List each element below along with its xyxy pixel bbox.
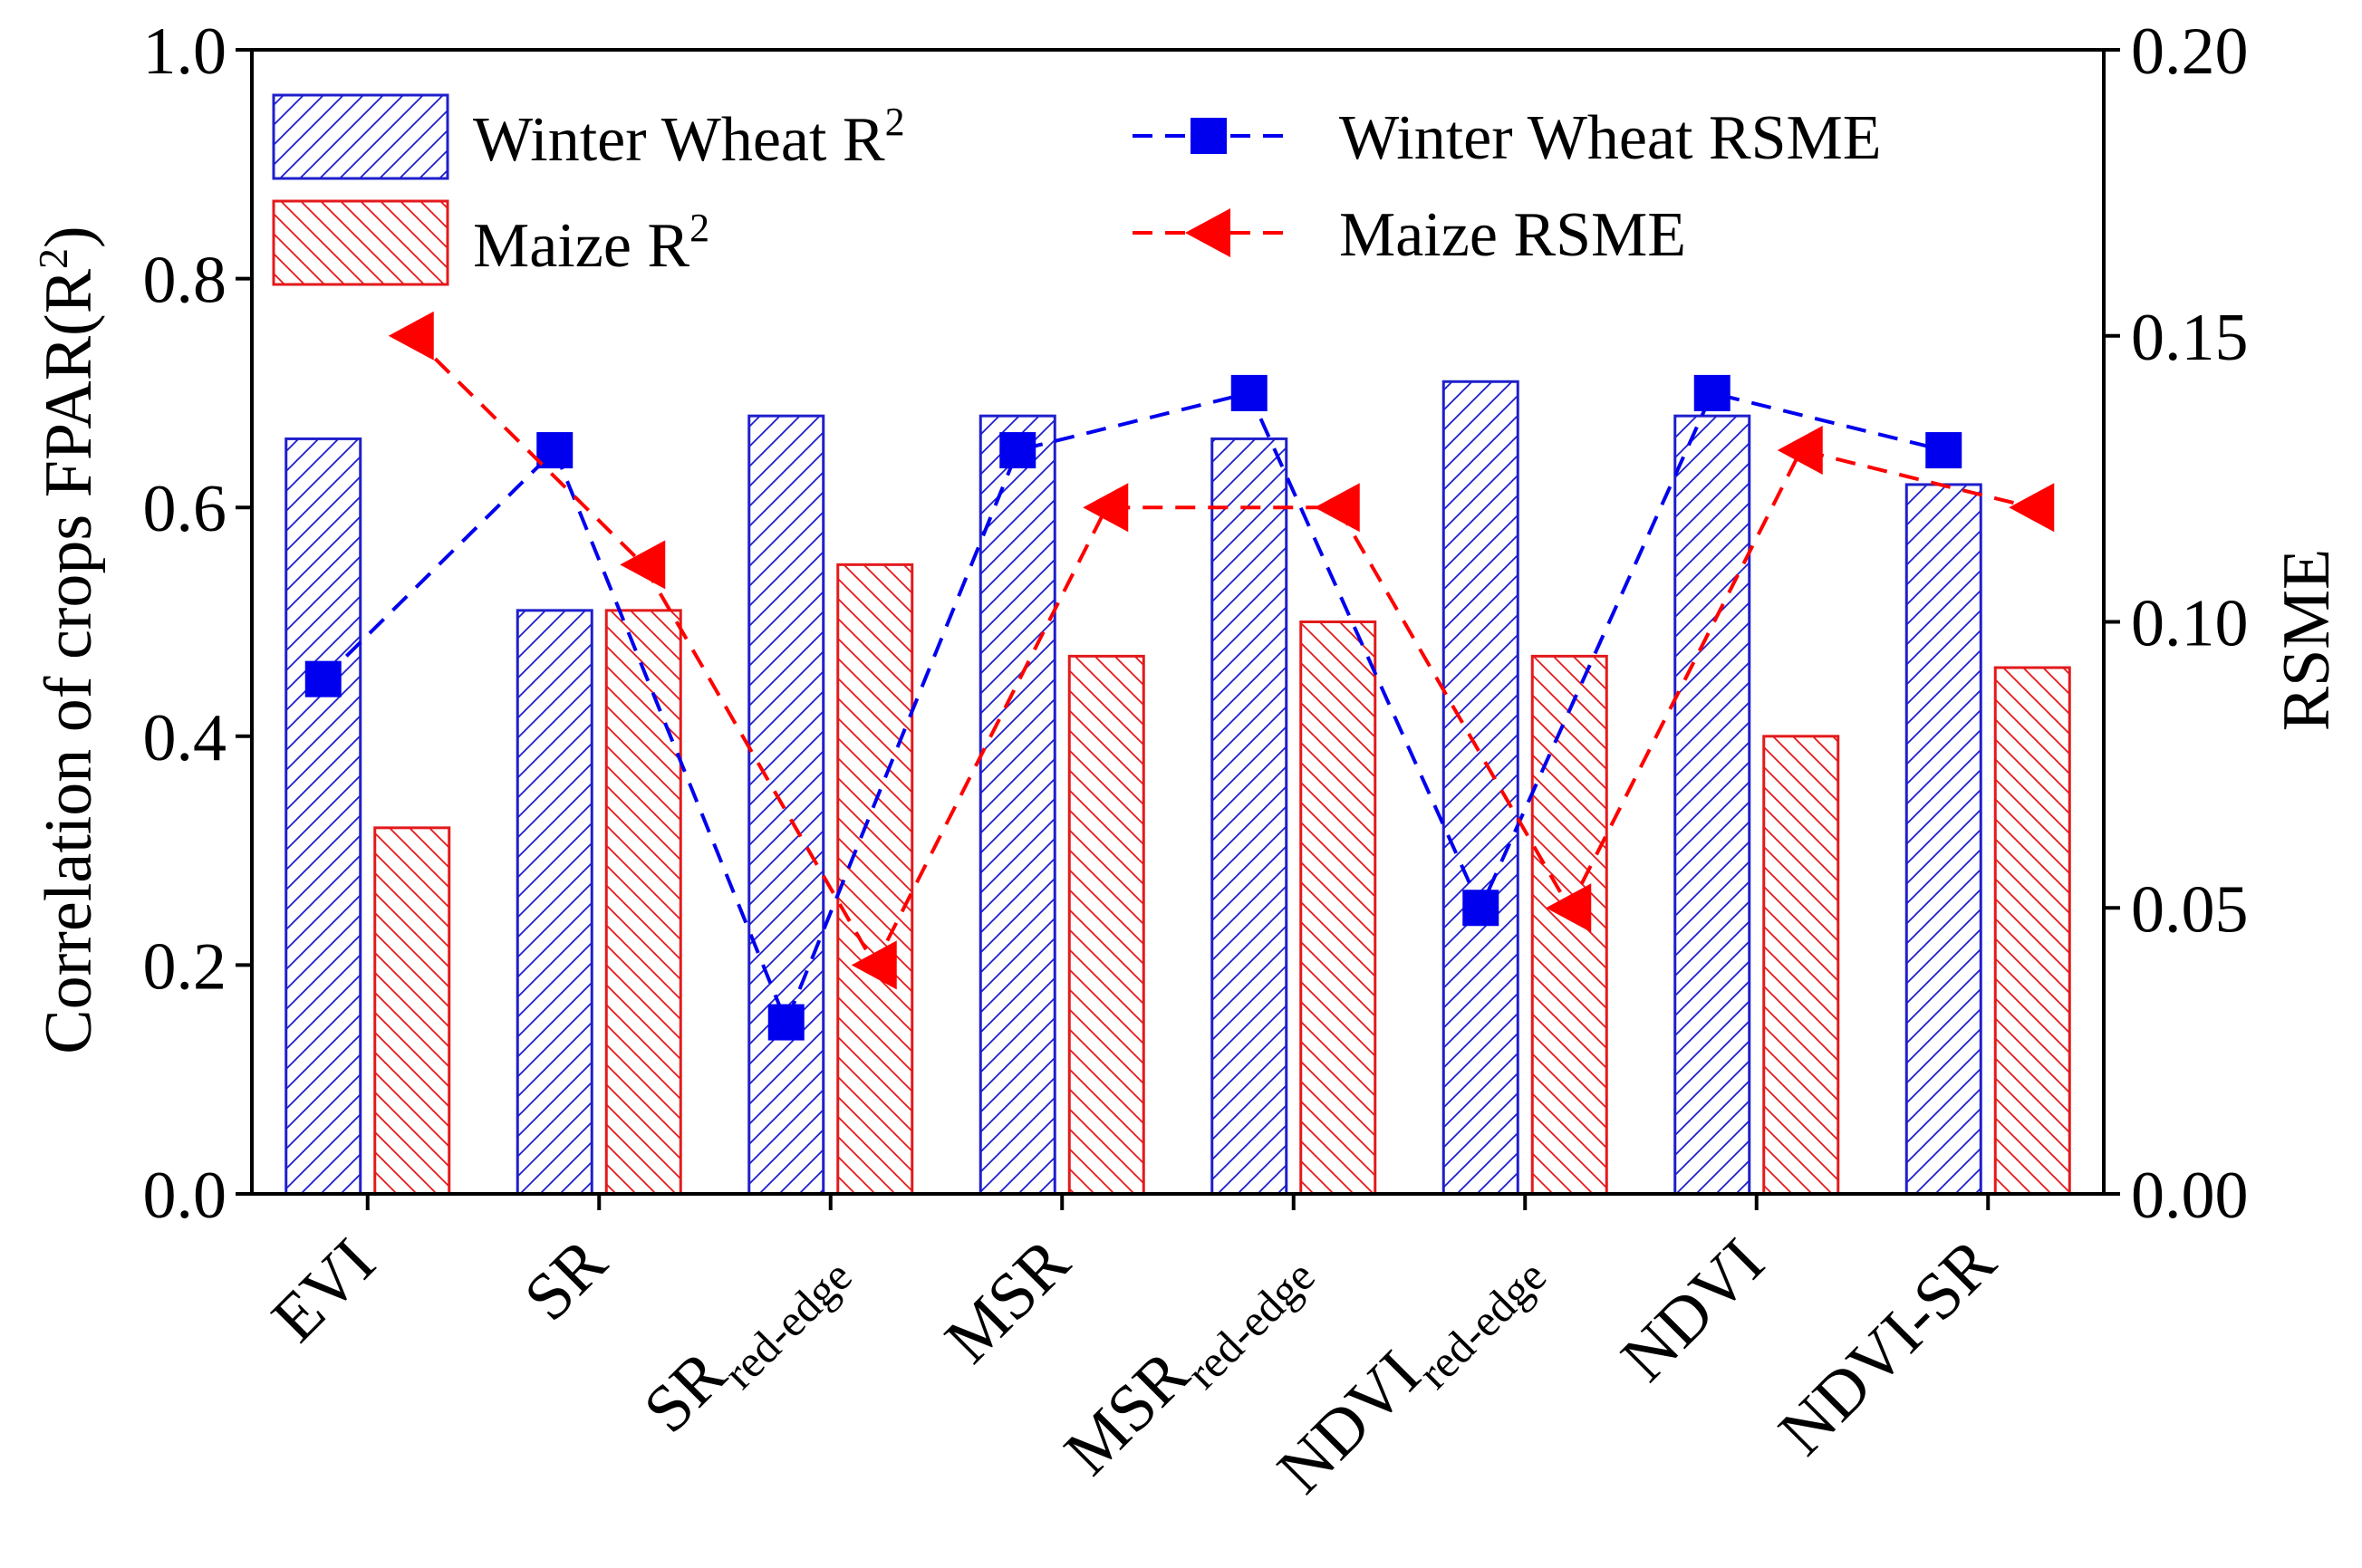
series-line-maize-rsme <box>410 334 2033 969</box>
bar-wheat-r2-4 <box>1210 437 1288 1196</box>
bar-maize-r2-5 <box>1530 654 1608 1196</box>
x-tick-label-7: NDVI-SR <box>1765 1225 2010 1470</box>
left-tick-label-5: 1.0 <box>143 14 227 89</box>
marker-maize-rsme-3 <box>1083 483 1129 533</box>
right-tick-label-3: 0.15 <box>2131 301 2249 375</box>
left-tick-label-3: 0.6 <box>143 472 227 546</box>
left-axis-title-text: Correlation of crops FPAR(R <box>32 268 106 1053</box>
legend-label-maize-rsme: Maize RSME <box>1339 200 1686 270</box>
x-tick-label-sub: red-edge <box>1176 1250 1324 1398</box>
x-tick-label-base: NDVI-SR <box>1765 1225 2010 1470</box>
legend-label-maize-r2-sup: 2 <box>689 206 709 250</box>
bar-maize-r2-4 <box>1299 620 1377 1196</box>
bar-maize-r2-6 <box>1762 735 1840 1196</box>
legend-label-wheat-r2: Winter Wheat R2 <box>473 100 905 175</box>
x-tick-label-sub: red-edge <box>713 1250 861 1398</box>
bar-maize-r2-2 <box>836 563 914 1196</box>
bar-series-group <box>284 380 2071 1196</box>
bar-wheat-r2-7 <box>1904 483 1982 1196</box>
legend-label-wheat-rsme: Winter Wheat RSME <box>1339 103 1882 173</box>
bar-wheat-r2-3 <box>979 414 1056 1196</box>
bar-maize-r2-7 <box>1993 666 2071 1196</box>
right-tick-label-1: 0.05 <box>2131 872 2249 947</box>
marker-maize-rsme-0 <box>388 311 434 361</box>
legend-label-wheat-r2-sup: 2 <box>885 100 905 144</box>
x-tick-label-3: MSR <box>931 1225 1085 1378</box>
left-tick-label-4: 0.8 <box>143 244 227 318</box>
right-axis-title: RSME <box>2270 549 2344 732</box>
bar-maize-r2-1 <box>604 609 682 1196</box>
bar-maize-r2-3 <box>1067 654 1145 1196</box>
x-tick-label-1: SR <box>510 1225 621 1335</box>
marker-maize-rsme-4 <box>1314 483 1360 533</box>
legend-label-wheat-r2-text: Winter Wheat R <box>473 105 885 175</box>
x-tick-label-2: SRred-edge <box>630 1225 862 1457</box>
marker-wheat-rsme-5 <box>1462 890 1499 927</box>
right-tick-label-0: 0.00 <box>2131 1159 2249 1233</box>
legend-swatch-wheat-r2 <box>272 93 449 180</box>
x-tick-label-6: NDVI <box>1607 1225 1779 1396</box>
left-tick-label-2: 0.4 <box>143 701 227 775</box>
series-line-wheat-rsme <box>322 390 1944 1027</box>
bar-wheat-r2-0 <box>284 437 362 1196</box>
marker-wheat-rsme-6 <box>1693 374 1731 411</box>
x-tick-label-base: SR <box>510 1225 621 1335</box>
left-axis-title: Correlation of crops FPAR(R2) <box>30 226 106 1053</box>
x-tick-label-5: NDVIred-edge <box>1264 1225 1556 1516</box>
x-tick-label-0: EVI <box>258 1225 390 1356</box>
legend-marker-wheat-rsme <box>1191 118 1227 154</box>
right-tick-label-4: 0.20 <box>2131 14 2249 89</box>
bar-wheat-r2-1 <box>516 609 593 1196</box>
bar-wheat-r2-5 <box>1441 380 1519 1196</box>
legend-label-wheat-rsme-text: Winter Wheat RSME <box>1339 103 1882 173</box>
legend-swatch-maize-r2 <box>272 199 449 286</box>
left-axis: 0.0 0.2 0.4 0.6 0.8 1.0 <box>143 14 252 1233</box>
marker-wheat-rsme-7 <box>1925 432 1962 469</box>
marker-maize-rsme-1 <box>620 540 666 590</box>
marker-maize-rsme-6 <box>1777 426 1823 476</box>
left-tick-label-1: 0.2 <box>143 929 227 1004</box>
line-series-group <box>304 311 2055 1041</box>
marker-maize-rsme-7 <box>2009 483 2055 533</box>
marker-maize-rsme-5 <box>1546 883 1592 933</box>
marker-wheat-rsme-0 <box>304 660 342 697</box>
left-axis-title-tail: ) <box>32 226 106 248</box>
x-tick-label-base: NDVI <box>1607 1225 1779 1396</box>
bar-wheat-r2-6 <box>1673 414 1751 1196</box>
right-axis: 0.00 0.05 0.10 0.15 0.20 <box>2104 14 2249 1233</box>
marker-maize-rsme-2 <box>851 940 897 990</box>
legend-label-maize-rsme-text: Maize RSME <box>1339 200 1686 270</box>
left-axis-title-sup: 2 <box>30 248 76 269</box>
marker-wheat-rsme-4 <box>1230 374 1268 411</box>
marker-wheat-rsme-1 <box>536 432 574 469</box>
x-tick-label-base: EVI <box>258 1225 390 1356</box>
marker-wheat-rsme-3 <box>999 432 1036 469</box>
bar-maize-r2-0 <box>373 826 451 1196</box>
marker-wheat-rsme-2 <box>767 1004 805 1041</box>
bar-wheat-r2-2 <box>747 414 825 1196</box>
legend-label-maize-r2: Maize R2 <box>473 206 709 281</box>
x-tick-label-sub: red-edge <box>1408 1250 1556 1398</box>
legend-marker-maize-rsme <box>1185 208 1230 257</box>
x-tick-label-base: MSR <box>931 1225 1085 1378</box>
legend-label-maize-r2-text: Maize R <box>473 211 689 281</box>
left-tick-label-0: 0.0 <box>143 1159 227 1233</box>
right-tick-label-2: 0.10 <box>2131 587 2249 661</box>
